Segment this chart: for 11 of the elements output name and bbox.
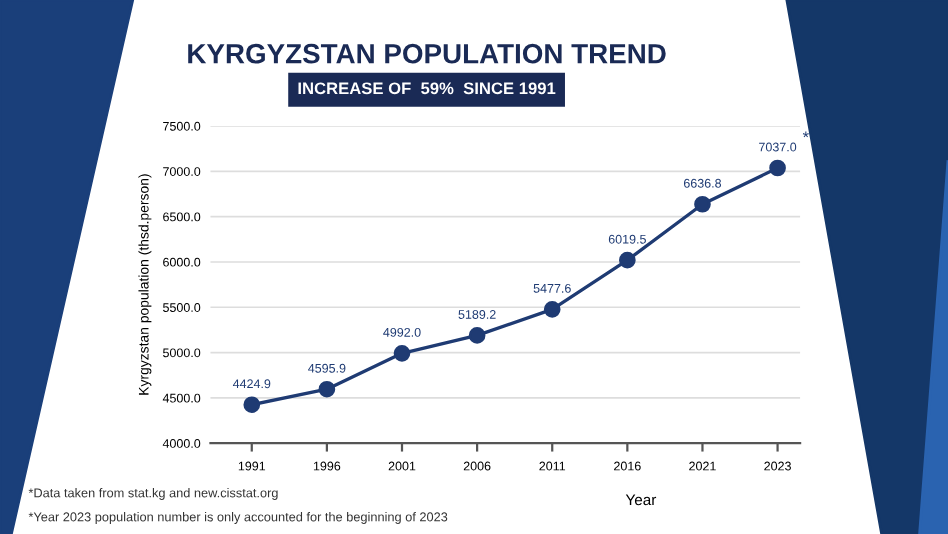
chart-subtitle: INCREASE OF 59% SINCE 1991	[298, 82, 556, 95]
point	[318, 380, 336, 398]
point	[769, 159, 786, 177]
annotation: *	[802, 131, 809, 138]
point	[243, 396, 261, 414]
point	[619, 251, 636, 269]
point	[543, 300, 561, 318]
point	[393, 344, 411, 362]
point	[694, 195, 711, 213]
chart-title: KYRGYZSTAN POPULATION TREND	[188, 43, 666, 64]
point	[468, 327, 486, 344]
